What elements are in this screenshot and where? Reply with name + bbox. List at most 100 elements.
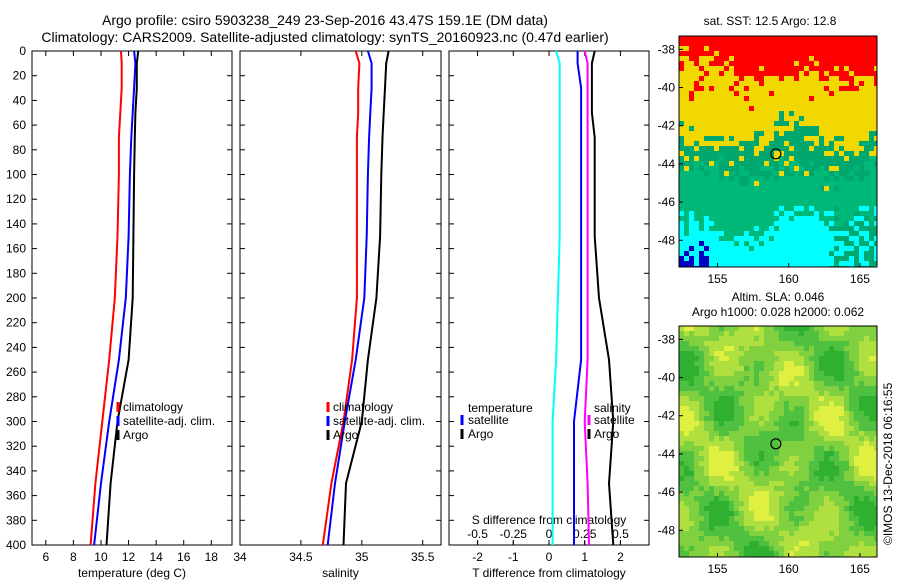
sla_map-cell — [724, 446, 729, 451]
sst_map-cell — [874, 81, 877, 86]
sst_map-cell — [824, 141, 829, 146]
sst_map-cell — [724, 221, 729, 226]
sla_map-cell — [869, 406, 874, 411]
sst_map-cell — [774, 66, 779, 71]
sla_map-cell — [739, 361, 744, 366]
sst_map-cell — [854, 221, 859, 226]
sst_map-cell — [844, 86, 849, 91]
sla_map-cell — [744, 406, 749, 411]
sla_map-cell — [804, 451, 809, 456]
sla_map-cell — [839, 536, 844, 541]
sst_map-cell — [819, 146, 824, 151]
sla_map-cell — [874, 401, 877, 406]
sla_map-cell — [679, 406, 684, 411]
sla_map-cell — [724, 516, 729, 521]
sst_map-cell — [844, 241, 849, 246]
sla_map-cell — [719, 496, 724, 501]
sst_map-cell — [759, 221, 764, 226]
sla_map-cell — [749, 486, 754, 491]
sst_map-cell — [824, 76, 829, 81]
sst_map-cell — [714, 221, 719, 226]
sla_map-cell — [789, 466, 794, 471]
sst_map-cell — [709, 196, 714, 201]
sst_map-cell — [769, 246, 774, 251]
sla_map-cell — [799, 406, 804, 411]
sla_map-cell — [869, 501, 874, 506]
sst_map-cell — [789, 191, 794, 196]
sla_map-cell — [699, 396, 704, 401]
sla_map-cell — [874, 396, 877, 401]
sla_map-cell — [724, 511, 729, 516]
sla_map-cell — [844, 481, 849, 486]
sst_map-cell — [694, 216, 699, 221]
sla_map-cell — [854, 401, 859, 406]
sst_map-cell — [769, 96, 774, 101]
sst_map-cell — [774, 181, 779, 186]
sst_map-cell — [844, 116, 849, 121]
sla_map-cell — [874, 336, 877, 341]
sst_map-cell — [864, 181, 869, 186]
sst_map-cell — [739, 121, 744, 126]
sla_map-cell — [749, 336, 754, 341]
sst_map-cell — [714, 141, 719, 146]
sla_map-cell — [824, 431, 829, 436]
sla_map-cell — [749, 391, 754, 396]
sla_map-cell — [844, 356, 849, 361]
sst_map-cell — [774, 91, 779, 96]
sst_map-cell — [839, 96, 844, 101]
sla_map-cell — [719, 386, 724, 391]
sla_map-cell — [799, 371, 804, 376]
sla_map-cell — [824, 336, 829, 341]
sst_map-cell — [699, 36, 704, 41]
sla_map-cell — [719, 381, 724, 386]
sst_map-cell — [699, 181, 704, 186]
sst_map-cell — [789, 106, 794, 111]
sla_map-cell — [704, 341, 709, 346]
sst_map-cell — [724, 106, 729, 111]
sla_map-cell — [804, 411, 809, 416]
sst_map-cell — [724, 206, 729, 211]
sst_map-cell — [709, 226, 714, 231]
sla_map-cell — [804, 486, 809, 491]
sla_map-cell — [784, 426, 789, 431]
sst_map-cell — [814, 156, 819, 161]
sla_map-cell — [684, 406, 689, 411]
sst_map-cell — [829, 61, 834, 66]
sst_map-cell — [824, 56, 829, 61]
sla_map-cell — [874, 361, 877, 366]
sla_map-cell — [739, 481, 744, 486]
sla_map-cell — [759, 381, 764, 386]
sla_map-cell — [824, 356, 829, 361]
sst_map-cell — [864, 136, 869, 141]
sla_map-cell — [749, 356, 754, 361]
sst_map-cell — [804, 196, 809, 201]
sla_map-cell — [724, 416, 729, 421]
sst_map-cell — [699, 51, 704, 56]
sst_map-cell — [759, 106, 764, 111]
sla_map-cell — [789, 436, 794, 441]
sla_map-cell — [734, 361, 739, 366]
sst_map-cell — [769, 141, 774, 146]
sla_map-cell — [694, 331, 699, 336]
sla_map-cell — [809, 346, 814, 351]
sla_map-cell — [734, 421, 739, 426]
sst_map-cell — [679, 91, 684, 96]
sla_map-cell — [774, 346, 779, 351]
sst_map-cell — [864, 246, 869, 251]
sst_map-cell — [684, 131, 689, 136]
sla_map-cell — [729, 366, 734, 371]
sla_map-cell — [689, 516, 694, 521]
sla_map-cell — [824, 391, 829, 396]
sst_map-cell — [679, 256, 684, 261]
sla_map-cell — [779, 471, 784, 476]
sla_map-cell — [809, 376, 814, 381]
sla_map-cell — [779, 481, 784, 486]
sla_map-cell — [719, 486, 724, 491]
sst_map-cell — [864, 211, 869, 216]
sst_map-cell — [824, 246, 829, 251]
s-diff-tick-label: 0.5 — [612, 527, 629, 541]
sst_map-cell — [874, 91, 877, 96]
sla_map-cell — [779, 546, 784, 551]
sla_map-cell — [764, 486, 769, 491]
sla_map-cell — [834, 491, 839, 496]
